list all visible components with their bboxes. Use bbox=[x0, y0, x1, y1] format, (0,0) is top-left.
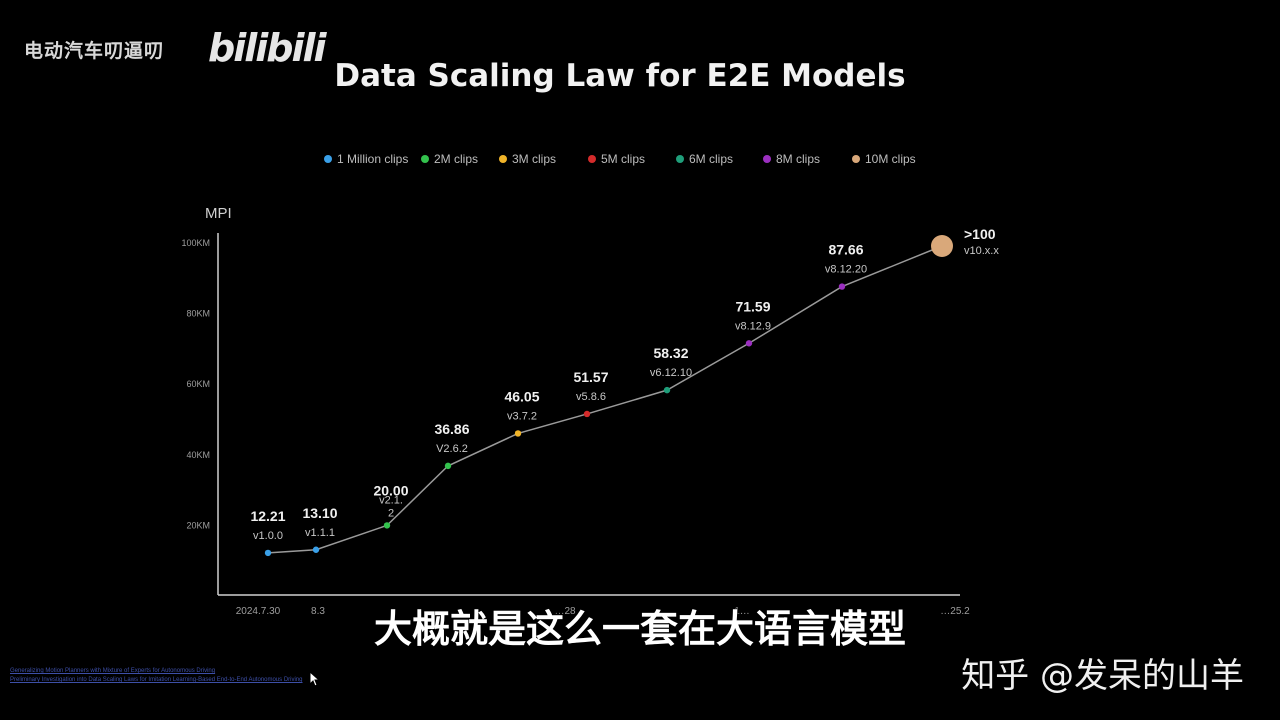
y-tick-label: 40KM bbox=[186, 450, 210, 460]
version-label: v8.12.9 bbox=[735, 320, 771, 332]
channel-name: 电动汽车叨逼叨 bbox=[24, 40, 165, 62]
legend-item-5m: 5M clips bbox=[588, 151, 645, 166]
legend-label: 5M clips bbox=[601, 151, 646, 166]
x-tick-label: …25.2 bbox=[940, 606, 970, 617]
legend-item-2m: 2M clips bbox=[421, 151, 478, 166]
data-point bbox=[931, 235, 953, 257]
data-point bbox=[514, 430, 522, 437]
legend-dot bbox=[676, 154, 684, 163]
x-tick-label: 1… bbox=[734, 606, 750, 617]
legend-dot bbox=[763, 154, 771, 163]
version-label: v10.x.x bbox=[964, 245, 999, 257]
version-label: v1.1.1 bbox=[305, 527, 335, 539]
x-tick-label: 8.3 bbox=[311, 606, 325, 617]
reference-link-2[interactable]: Preliminary Investigation into Data Scal… bbox=[10, 677, 303, 683]
data-point bbox=[383, 522, 391, 529]
data-point bbox=[444, 462, 452, 470]
version-label: v2.1. bbox=[379, 494, 403, 506]
data-label: 13.10 bbox=[302, 505, 337, 521]
zhihu-watermark: 知乎 @发呆的山羊 bbox=[961, 656, 1244, 696]
data-label: 58.32 bbox=[653, 345, 688, 361]
version-label: v3.7.2 bbox=[507, 410, 537, 422]
data-label: 20.00 bbox=[373, 482, 408, 498]
data-label: 46.05 bbox=[504, 388, 539, 404]
chart-title: Data Scaling Law for E2E Models bbox=[334, 58, 906, 94]
version-label: v6.12.10 bbox=[650, 367, 692, 379]
bilibili-logo: bilibili bbox=[208, 26, 327, 70]
mouse-cursor-icon bbox=[309, 671, 321, 687]
version-label: v1.0.0 bbox=[253, 530, 283, 542]
version-label: V2.6.2 bbox=[436, 443, 468, 455]
legend-label: 10M clips bbox=[865, 151, 916, 166]
video-subtitle: 大概就是这么一套在大语言模型 bbox=[373, 607, 906, 651]
legend-label: 2M clips bbox=[434, 151, 479, 166]
legend-label: 1 Million clips bbox=[337, 151, 409, 166]
data-point bbox=[838, 283, 846, 290]
chart-legend: 1 Million clips 2M clips 3M clips 5M cli… bbox=[0, 151, 1280, 171]
version-label: v5.8.6 bbox=[576, 391, 606, 403]
version-label: v8.12.20 bbox=[825, 264, 867, 276]
legend-label: 3M clips bbox=[512, 151, 557, 166]
legend-item-3m: 3M clips bbox=[499, 151, 556, 166]
y-tick-label: 100KM bbox=[181, 238, 210, 248]
legend-label: 8M clips bbox=[776, 151, 821, 166]
series-line bbox=[267, 245, 943, 554]
legend-item-8m: 8M clips bbox=[763, 151, 820, 166]
reference-link-1[interactable]: Generalizing Motion Planners with Mixtur… bbox=[10, 668, 216, 674]
y-tick-label: 60KM bbox=[186, 379, 210, 389]
data-point bbox=[312, 546, 320, 553]
data-label: 87.66 bbox=[828, 242, 863, 258]
reference-links: Generalizing Motion Planners with Mixtur… bbox=[10, 667, 303, 685]
data-label: 51.57 bbox=[573, 369, 608, 385]
legend-item-6m: 6M clips bbox=[676, 151, 733, 166]
legend-dot bbox=[324, 154, 332, 163]
data-point bbox=[264, 549, 272, 557]
data-label: 71.59 bbox=[735, 298, 770, 314]
version-label: 2 bbox=[388, 507, 394, 519]
x-tick-label: 2024.7.30 bbox=[236, 606, 281, 617]
data-point bbox=[745, 340, 753, 347]
y-tick-label: 20KM bbox=[186, 520, 210, 530]
data-point bbox=[663, 386, 671, 394]
legend-dot bbox=[499, 154, 507, 163]
data-point bbox=[583, 410, 591, 418]
legend-dot bbox=[852, 154, 860, 163]
legend-label: 6M clips bbox=[689, 151, 734, 166]
legend-item-10m: 10M clips bbox=[852, 151, 916, 166]
data-label: 36.86 bbox=[434, 421, 469, 437]
data-label: >100 bbox=[964, 226, 996, 242]
y-axis-label: MPI bbox=[205, 205, 232, 222]
legend-dot bbox=[588, 154, 596, 163]
y-tick-label: 80KM bbox=[186, 309, 210, 319]
legend-dot bbox=[421, 154, 429, 163]
x-tick-label: …28 bbox=[554, 606, 576, 617]
data-label: 12.21 bbox=[250, 508, 285, 524]
legend-item-1m: 1 Million clips bbox=[324, 151, 408, 166]
